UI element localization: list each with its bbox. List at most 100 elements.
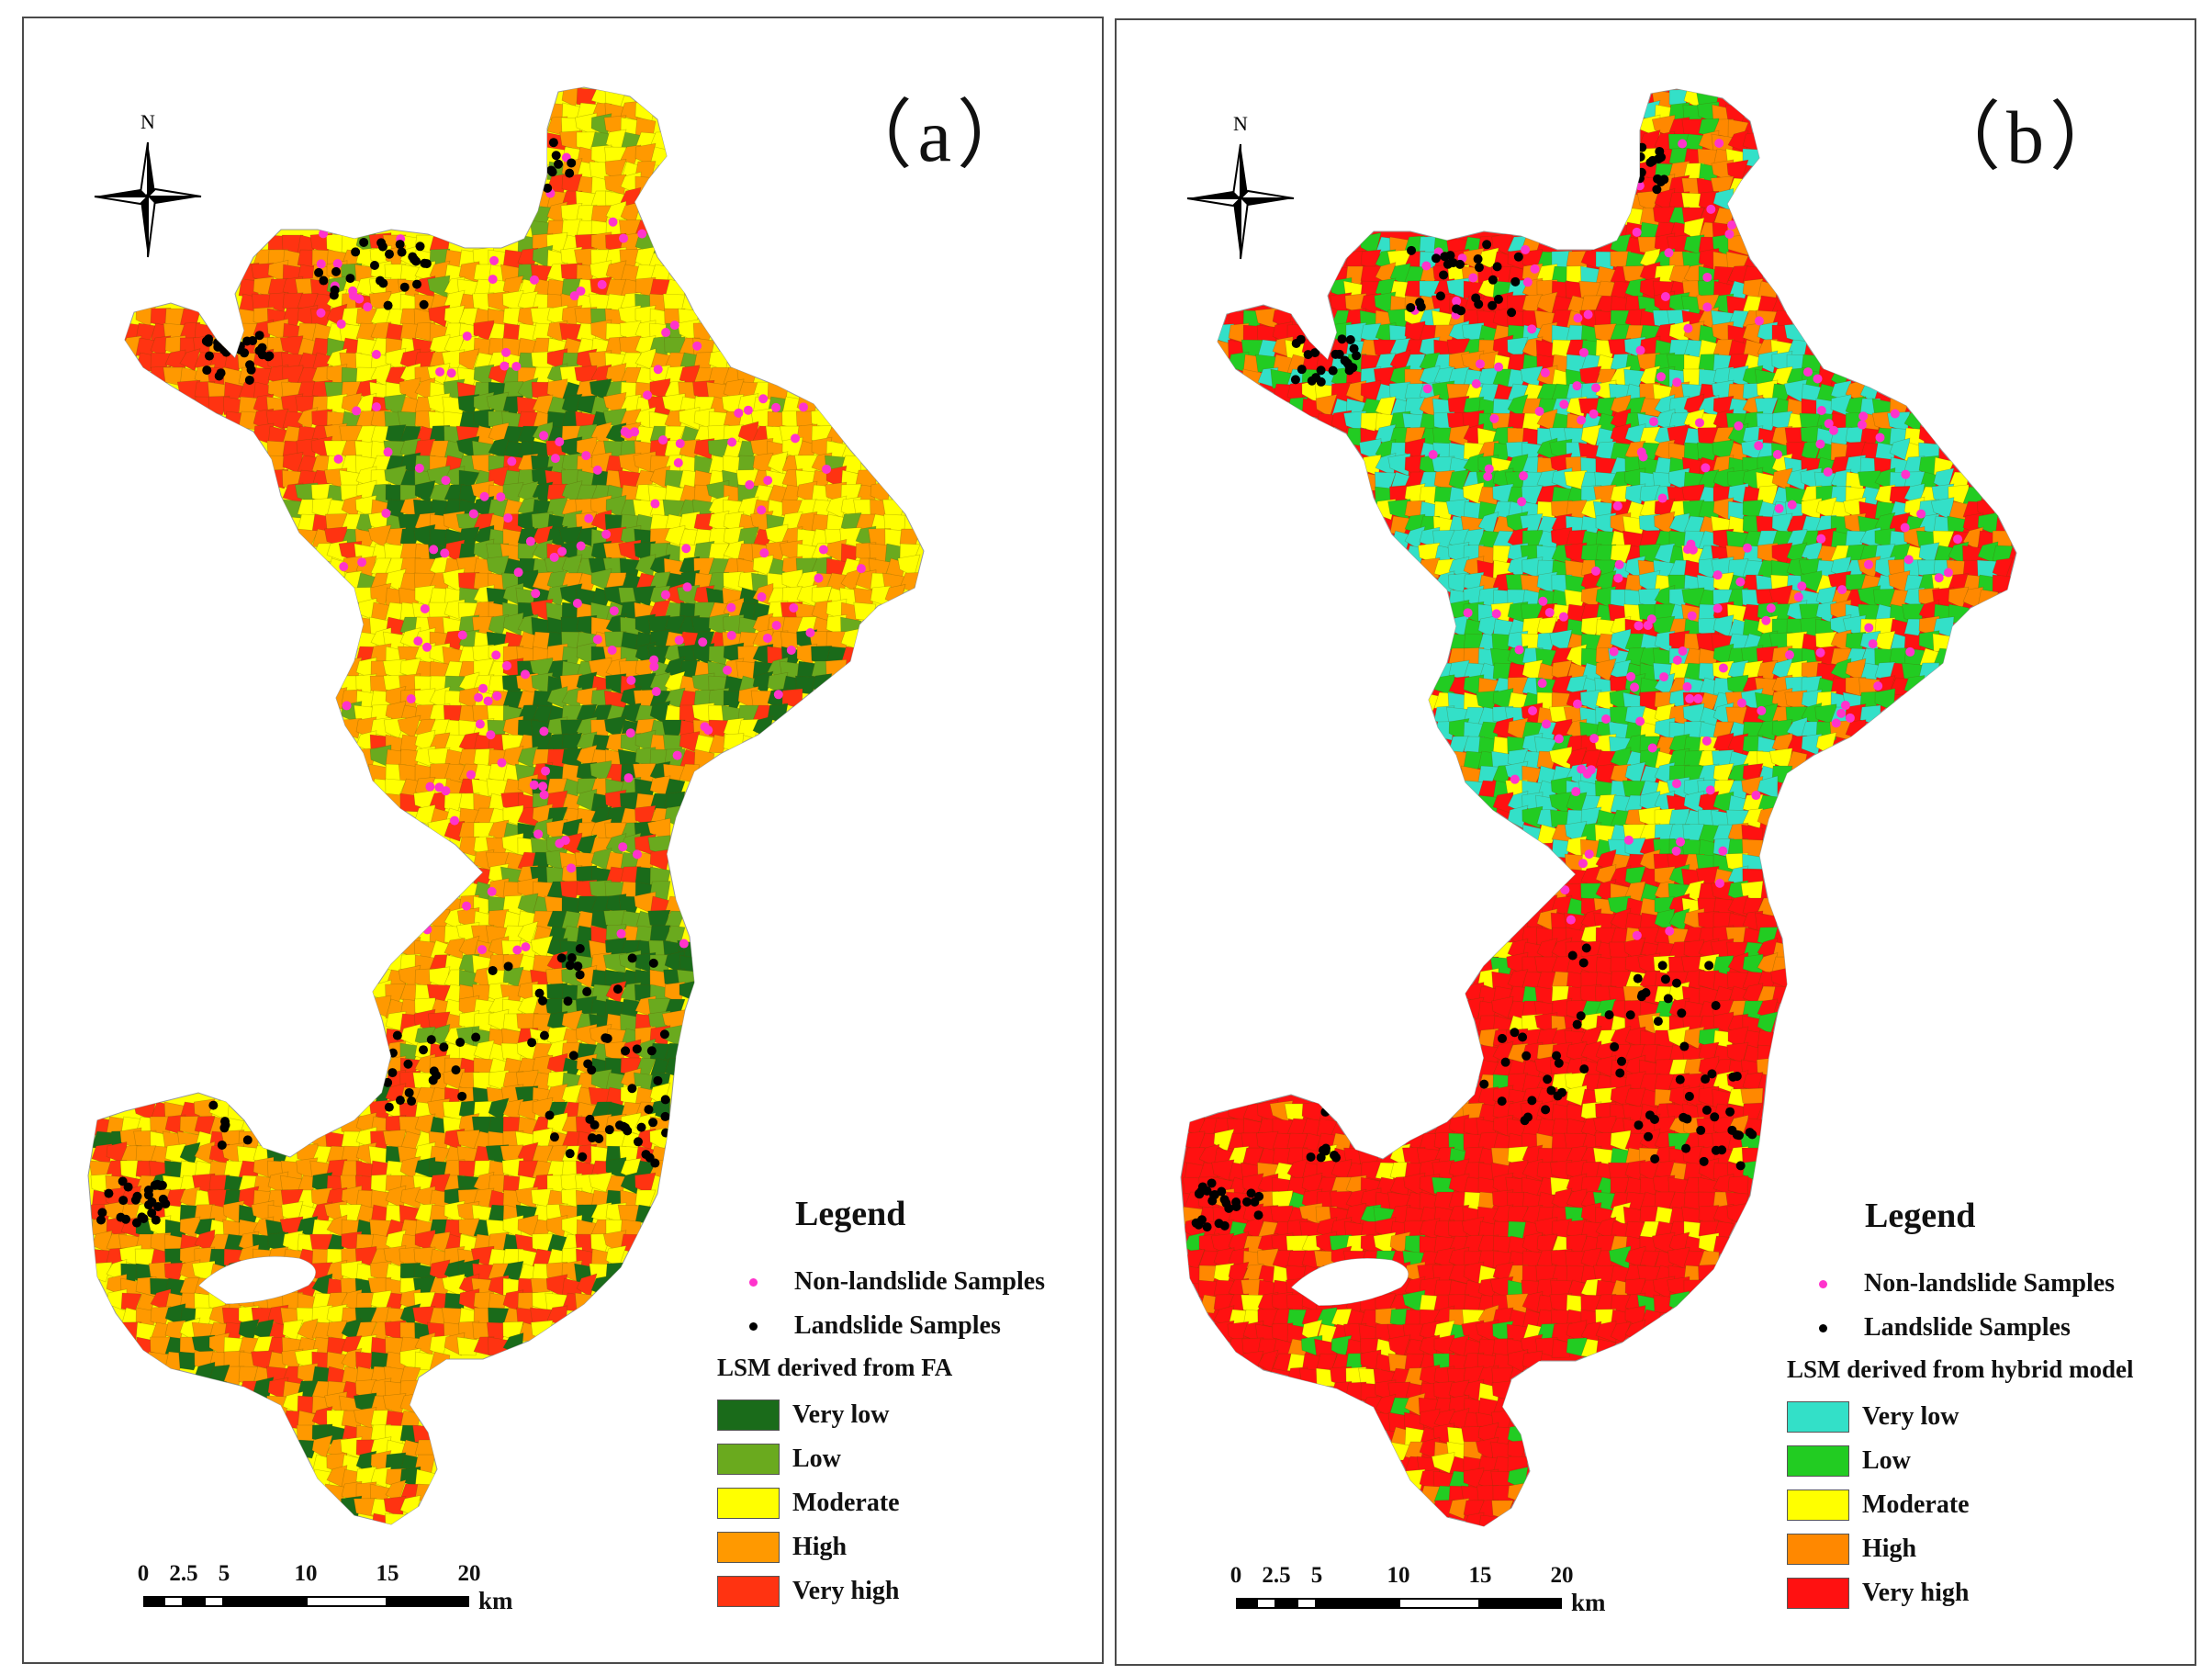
legend-class-moderate: Moderate [717, 1481, 1094, 1525]
non-landslide-sample [698, 637, 708, 647]
landslide-sample [387, 1048, 398, 1058]
landslide-sample [419, 299, 429, 309]
non-landslide-sample [692, 341, 702, 351]
landslide-sample [1349, 343, 1359, 354]
non-landslide-sample [1609, 646, 1619, 657]
landslide-sample [1316, 377, 1326, 387]
susceptibility-mosaic-b [1181, 89, 2014, 1526]
legend-class-moderate: Moderate [1787, 1483, 2182, 1527]
landslide-sample [254, 345, 264, 355]
landslide-sample [565, 1149, 575, 1159]
landslide-sample [1701, 1105, 1712, 1115]
non-landslide-sample [1519, 471, 1529, 481]
landslide-sample [1707, 1069, 1717, 1079]
non-landslide-sample [333, 454, 343, 464]
landslide-sample [1637, 142, 1647, 152]
non-landslide-sample [1714, 139, 1724, 149]
sample-points-a [96, 138, 866, 1228]
non-landslide-sample [466, 770, 476, 780]
scale-tick: 15 [1468, 1563, 1492, 1588]
non-landslide-sample [539, 790, 549, 800]
non-landslide-sample [1558, 612, 1568, 622]
non-landslide-sample [1903, 555, 1914, 565]
non-landslide-sample [1521, 244, 1531, 254]
non-landslide-sample [822, 464, 832, 474]
non-landslide-sample [501, 660, 511, 670]
scale-tick: 20 [1550, 1563, 1574, 1588]
non-landslide-sample [475, 719, 485, 729]
landslide-sample [376, 238, 387, 248]
landslide-sample [204, 351, 214, 361]
non-landslide-sample [1787, 500, 1797, 510]
color-swatch [1787, 1401, 1849, 1433]
non-landslide-sample [1612, 500, 1623, 511]
landslide-sample [1652, 185, 1662, 195]
landslide-sample [1307, 376, 1317, 386]
non-landslide-sample [1572, 699, 1582, 709]
landslide-sample [1644, 1131, 1654, 1141]
landslide-sample [1316, 365, 1326, 376]
non-landslide-sample [1734, 421, 1744, 431]
non-landslide-sample [1757, 705, 1767, 715]
landslide-sample [567, 158, 577, 168]
non-landslide-sample [592, 465, 602, 475]
landslide-sample [1202, 1222, 1212, 1232]
landslide-sample [397, 247, 407, 257]
non-landslide-sample [539, 431, 549, 441]
scale-unit: km [478, 1587, 513, 1614]
non-landslide-sample [363, 302, 373, 312]
landslide-sample [155, 1181, 165, 1191]
non-landslide-sample [1754, 441, 1764, 451]
landslide-sample [644, 1105, 654, 1115]
non-landslide-sample [1672, 655, 1682, 665]
non-landslide-sample [1682, 681, 1692, 691]
landslide-sample [1297, 365, 1307, 375]
non-landslide-sample [446, 368, 456, 378]
non-landslide-sample [1527, 324, 1537, 334]
non-landslide-sample [555, 437, 565, 447]
non-landslide-sample [1665, 926, 1675, 936]
landslide-sample [1479, 1079, 1489, 1089]
non-landslide-sample [1483, 471, 1493, 481]
non-landslide-sample [616, 928, 626, 939]
landslide-sample [614, 1120, 624, 1130]
non-landslide-sample [1815, 647, 1825, 658]
non-landslide-sample [1797, 581, 1807, 591]
non-landslide-sample [572, 599, 582, 609]
landslide-sample [551, 151, 561, 161]
landslide-sample [1431, 253, 1441, 264]
scale-tick: 10 [1387, 1563, 1410, 1588]
non-landslide-sample [357, 557, 367, 568]
non-landslide-sample [1836, 708, 1847, 718]
magenta-dot-icon [1819, 1279, 1827, 1288]
non-landslide-sample [1590, 566, 1600, 576]
non-landslide-sample [1494, 362, 1504, 372]
non-landslide-sample [422, 925, 432, 935]
non-landslide-sample [525, 536, 535, 546]
non-landslide-sample [1672, 377, 1682, 388]
non-landslide-sample [413, 636, 423, 646]
landslide-sample [1513, 252, 1523, 262]
non-landslide-sample [1491, 609, 1501, 619]
non-landslide-sample [763, 476, 773, 486]
non-landslide-sample [1635, 345, 1645, 355]
non-landslide-sample [856, 564, 866, 574]
non-landslide-sample [609, 606, 619, 616]
non-landslide-sample [608, 217, 618, 227]
non-landslide-sample [1540, 367, 1550, 377]
landslide-sample [143, 1200, 153, 1210]
landslide-sample [213, 338, 223, 348]
landslide-sample [455, 1038, 466, 1048]
landslide-sample [1500, 1057, 1510, 1067]
legend-class-high: High [717, 1525, 1094, 1569]
landslide-sample [219, 1123, 230, 1133]
landslide-sample [329, 290, 339, 300]
legend-subtitle: LSM derived from hybrid model [1787, 1355, 2134, 1383]
non-landslide-sample [500, 361, 510, 371]
landslide-sample [1348, 363, 1358, 373]
non-landslide-sample [773, 690, 783, 700]
non-landslide-sample [643, 390, 653, 400]
non-landslide-sample [541, 766, 551, 776]
non-landslide-sample [1905, 646, 1915, 657]
landslide-sample [1498, 1033, 1508, 1043]
